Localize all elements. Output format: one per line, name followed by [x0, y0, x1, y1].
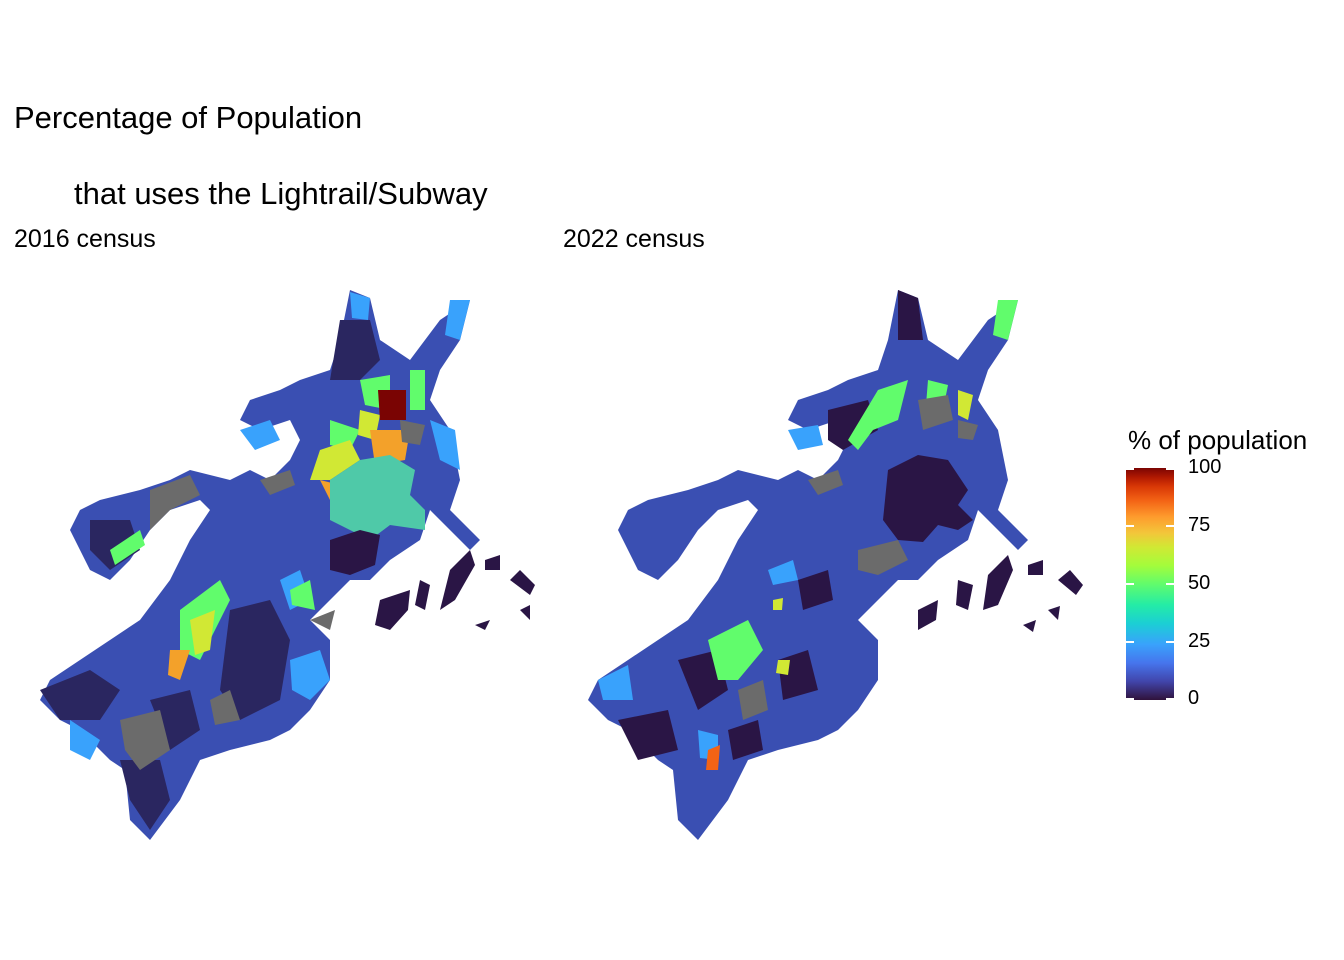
panel-title-2022: 2022 census — [563, 225, 705, 253]
dark-regions — [618, 290, 923, 760]
legend-label-25: 25 — [1188, 630, 1211, 652]
map-2016-census — [40, 290, 535, 840]
legend-tick-mark — [1166, 583, 1174, 585]
legend-tick-mark — [1126, 525, 1134, 527]
legend-label-50: 50 — [1188, 572, 1211, 594]
islands — [918, 555, 1083, 632]
legend-tick-mark — [1166, 641, 1174, 643]
panel-title-2016: 2016 census — [14, 225, 156, 253]
legend-tick-mark — [1166, 698, 1174, 700]
legend-tick-mark — [1166, 468, 1174, 470]
dark-east-region — [330, 530, 380, 575]
plot-title-line-1: Percentage of Population — [14, 100, 363, 135]
legend-tick-mark — [1166, 525, 1174, 527]
green-regions — [708, 300, 1018, 680]
dark-east-region — [883, 455, 973, 542]
city-base-region — [588, 290, 1028, 840]
legend-tick-mark — [1126, 583, 1134, 585]
legend-tick-mark — [1126, 641, 1134, 643]
dark-regions — [40, 320, 380, 830]
islands — [375, 550, 535, 630]
na-regions — [120, 420, 425, 770]
plot-title-line-2: that uses the Lightrail/Subway — [74, 176, 488, 211]
legend-tick-mark — [1126, 468, 1134, 470]
tract-regions — [40, 290, 535, 840]
legend-label-75: 75 — [1188, 514, 1211, 536]
na-regions — [738, 395, 978, 720]
legend-colorbar — [1126, 468, 1174, 700]
map-2022-census — [588, 290, 1083, 840]
legend-tick-mark — [1126, 698, 1134, 700]
high-region — [378, 390, 406, 420]
teal-region — [330, 455, 425, 540]
tract-regions — [588, 290, 1083, 840]
legend-label-0: 0 — [1188, 687, 1200, 709]
orange-regions — [706, 745, 720, 770]
legend-title: % of population — [1128, 425, 1308, 455]
legend-label-100: 100 — [1188, 456, 1222, 478]
orange-regions — [168, 430, 410, 680]
yellow-regions — [190, 410, 380, 655]
color-legend: % of population 100 75 50 25 0 — [1126, 425, 1336, 715]
